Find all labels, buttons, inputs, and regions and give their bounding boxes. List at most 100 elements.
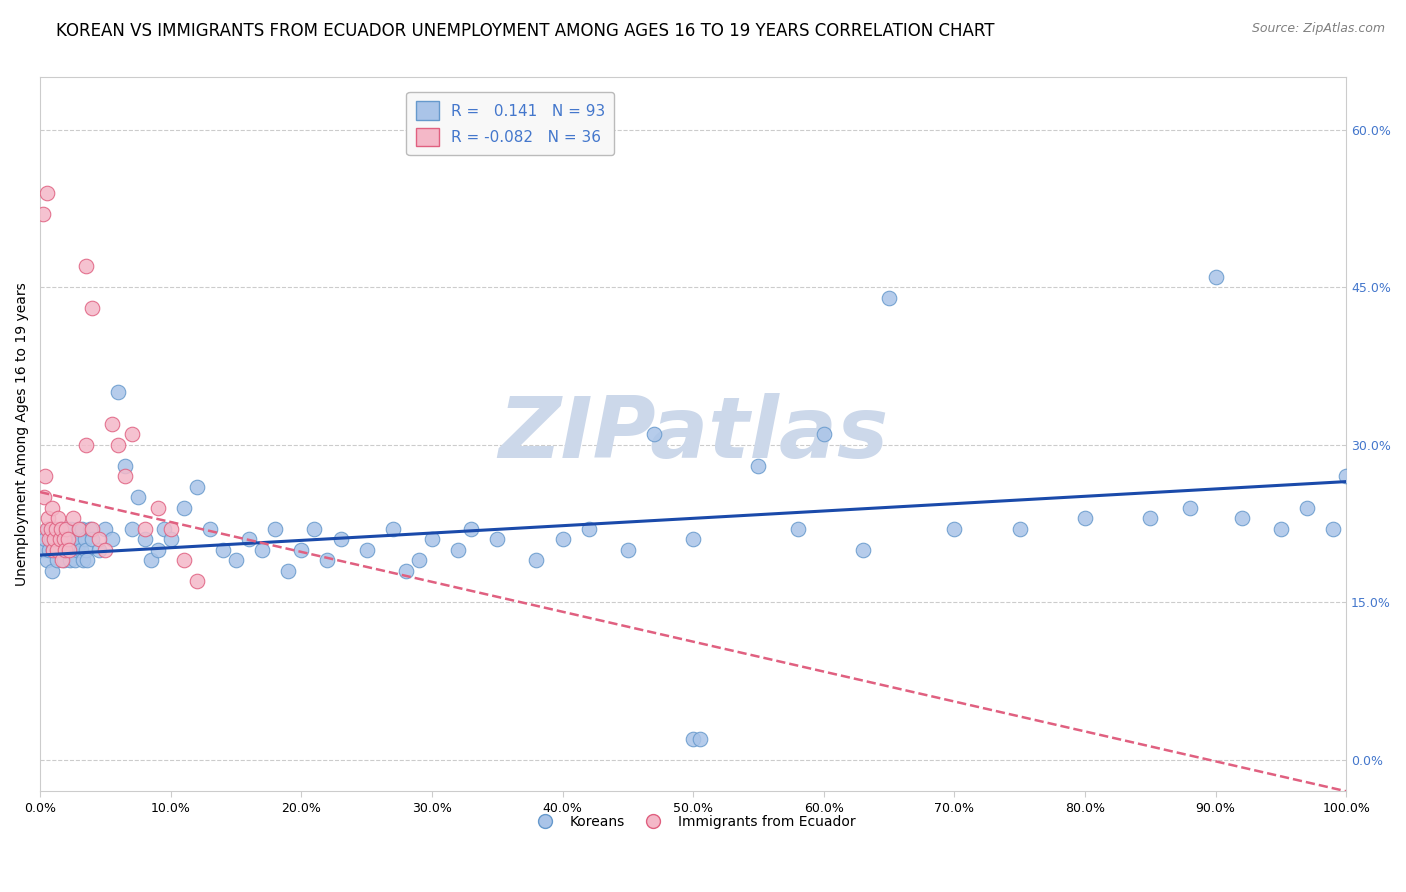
Point	[277, 564, 299, 578]
Point	[1205, 269, 1227, 284]
Point	[66, 522, 89, 536]
Point	[44, 522, 66, 536]
Point	[94, 522, 117, 536]
Point	[121, 522, 143, 536]
Point	[617, 542, 640, 557]
Point	[447, 542, 470, 557]
Point	[75, 438, 97, 452]
Point	[82, 522, 104, 536]
Point	[52, 533, 75, 547]
Point	[689, 731, 711, 746]
Point	[55, 522, 77, 536]
Text: Source: ZipAtlas.com: Source: ZipAtlas.com	[1251, 22, 1385, 36]
Point	[101, 533, 124, 547]
Point	[290, 542, 312, 557]
Point	[786, 522, 808, 536]
Point	[35, 553, 58, 567]
Point	[69, 542, 91, 557]
Point	[304, 522, 326, 536]
Point	[159, 522, 181, 536]
Point	[63, 533, 86, 547]
Point	[682, 731, 704, 746]
Point	[94, 542, 117, 557]
Point	[60, 522, 83, 536]
Point	[356, 542, 378, 557]
Point	[79, 522, 101, 536]
Point	[121, 427, 143, 442]
Point	[67, 533, 90, 547]
Point	[65, 553, 87, 567]
Point	[578, 522, 600, 536]
Point	[408, 553, 430, 567]
Point	[75, 260, 97, 274]
Point	[107, 438, 129, 452]
Point	[44, 533, 66, 547]
Point	[682, 533, 704, 547]
Point	[70, 522, 93, 536]
Point	[42, 542, 65, 557]
Point	[264, 522, 287, 536]
Point	[813, 427, 835, 442]
Point	[62, 511, 84, 525]
Text: KOREAN VS IMMIGRANTS FROM ECUADOR UNEMPLOYMENT AMONG AGES 16 TO 19 YEARS CORRELA: KOREAN VS IMMIGRANTS FROM ECUADOR UNEMPL…	[56, 22, 994, 40]
Point	[159, 533, 181, 547]
Point	[37, 522, 59, 536]
Point	[82, 533, 104, 547]
Point	[877, 291, 900, 305]
Point	[48, 542, 70, 557]
Point	[643, 427, 665, 442]
Point	[45, 522, 67, 536]
Point	[75, 542, 97, 557]
Point	[39, 522, 62, 536]
Point	[1139, 511, 1161, 525]
Point	[114, 458, 136, 473]
Point	[943, 522, 966, 536]
Point	[56, 533, 79, 547]
Point	[53, 533, 76, 547]
Point	[127, 491, 149, 505]
Point	[747, 458, 769, 473]
Point	[58, 533, 80, 547]
Point	[53, 542, 76, 557]
Point	[146, 542, 169, 557]
Point	[37, 511, 59, 525]
Point	[39, 533, 62, 547]
Point	[87, 533, 110, 547]
Point	[52, 553, 75, 567]
Point	[41, 500, 63, 515]
Point	[329, 533, 352, 547]
Point	[32, 542, 55, 557]
Point	[134, 522, 156, 536]
Text: ZIPatlas: ZIPatlas	[498, 392, 889, 475]
Point	[48, 533, 70, 547]
Point	[395, 564, 418, 578]
Point	[101, 417, 124, 431]
Point	[48, 533, 70, 547]
Point	[153, 522, 176, 536]
Point	[1008, 522, 1031, 536]
Point	[42, 542, 65, 557]
Point	[198, 522, 221, 536]
Point	[51, 542, 73, 557]
Point	[38, 542, 60, 557]
Point	[82, 301, 104, 316]
Point	[56, 542, 79, 557]
Point	[1270, 522, 1292, 536]
Point	[46, 553, 69, 567]
Point	[41, 564, 63, 578]
Point	[31, 207, 53, 221]
Y-axis label: Unemployment Among Ages 16 to 19 years: Unemployment Among Ages 16 to 19 years	[15, 283, 30, 586]
Point	[73, 533, 96, 547]
Point	[316, 553, 339, 567]
Point	[134, 533, 156, 547]
Point	[225, 553, 247, 567]
Point	[49, 522, 72, 536]
Point	[486, 533, 509, 547]
Point	[1230, 511, 1253, 525]
Point	[34, 469, 56, 483]
Point	[34, 533, 56, 547]
Point	[66, 542, 89, 557]
Point	[381, 522, 404, 536]
Point	[1336, 469, 1358, 483]
Point	[35, 186, 58, 200]
